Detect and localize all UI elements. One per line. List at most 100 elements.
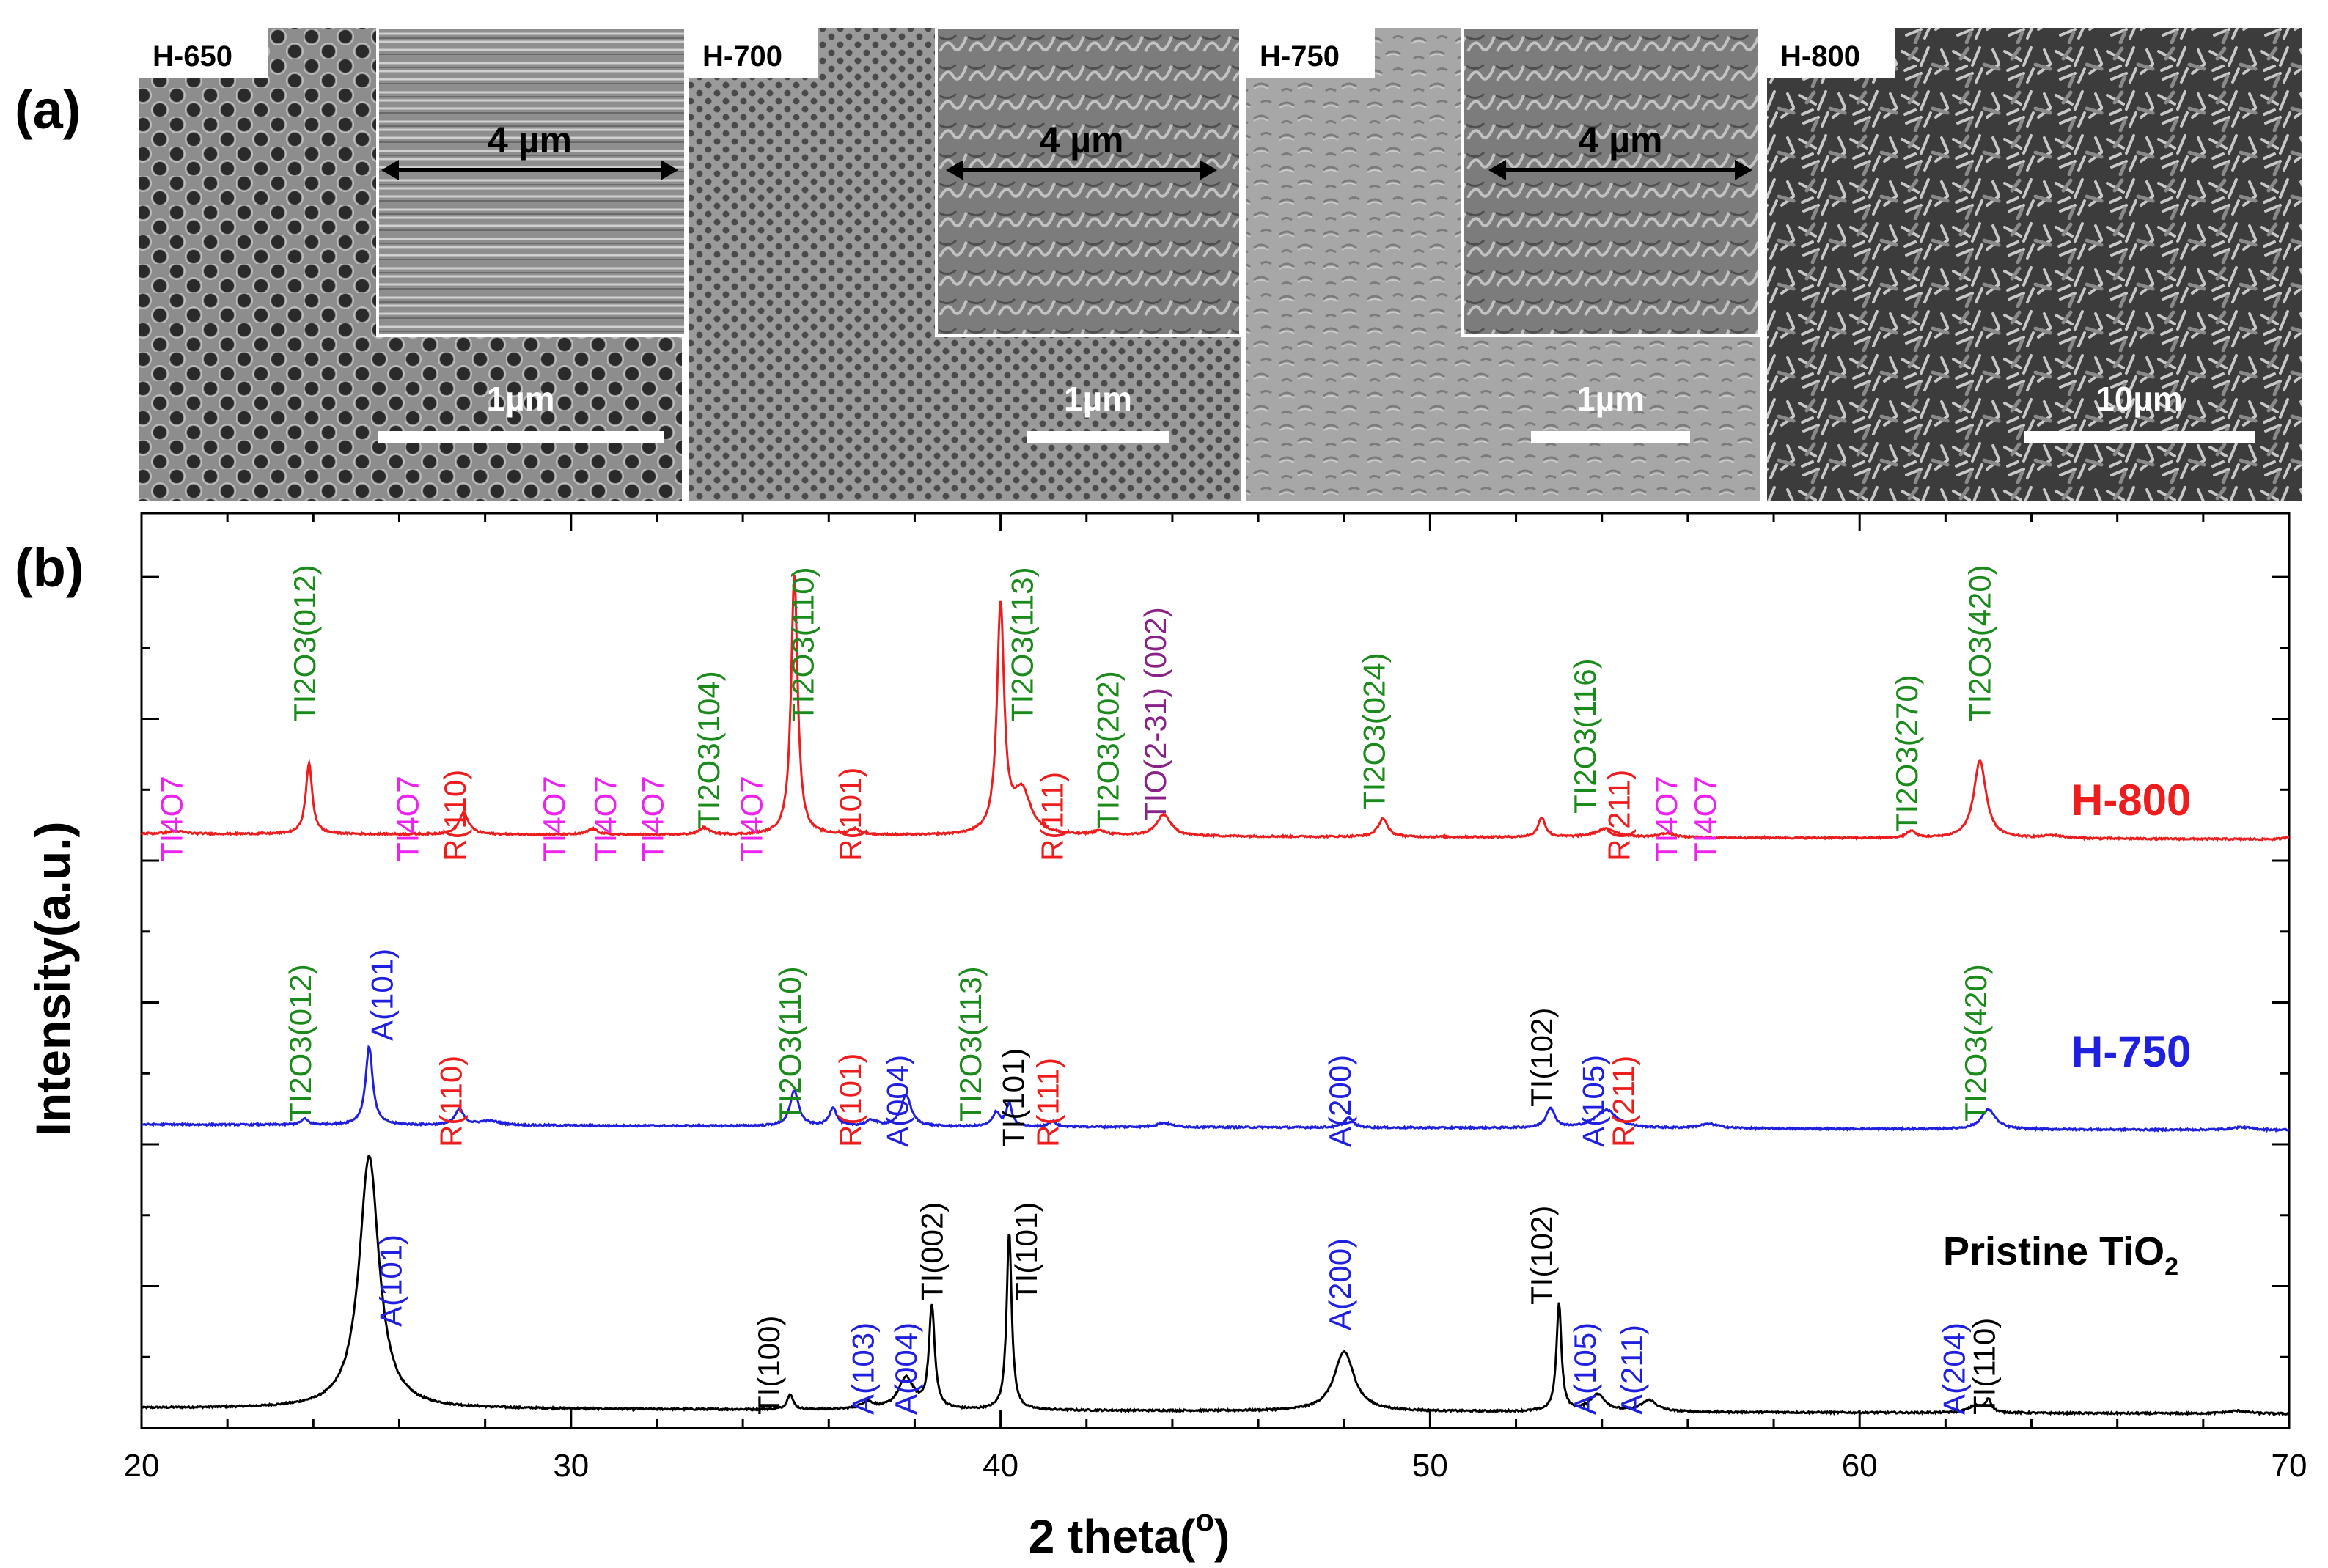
peak-label: TI(102)	[1524, 1206, 1559, 1305]
x-tick-label: 50	[1412, 1448, 1448, 1484]
arrow-head-right	[661, 160, 678, 180]
x-tick-label: 60	[1842, 1448, 1878, 1484]
peak-label: A(211)	[1615, 1325, 1649, 1415]
peak-label: TI(110)	[1967, 1318, 2002, 1415]
panel-b-label: (b)	[15, 537, 84, 598]
peak-label: R(211)	[1607, 1056, 1641, 1147]
series-name-h800: H-800	[2071, 776, 2191, 825]
scale-bar-label: 10µm	[2096, 380, 2183, 418]
peak-label: TI2O3(113)	[953, 966, 988, 1122]
peak-label: TI4O7	[391, 776, 425, 861]
peak-label: A(105)	[1568, 1322, 1602, 1415]
name-tag-bg	[1767, 28, 1895, 78]
peak-label: A(004)	[881, 1055, 915, 1147]
peak-label: TI2O3(104)	[691, 671, 726, 828]
scale-bar	[2024, 431, 2255, 443]
peak-label: R(211)	[1602, 770, 1637, 861]
peak-label: A(204)	[1937, 1322, 1972, 1415]
scale-bar	[1531, 431, 1690, 443]
peak-label: R(110)	[433, 1056, 468, 1147]
scale-bar	[378, 431, 664, 443]
peak-label: TI2O3(270)	[1890, 674, 1924, 832]
peak-label: A(101)	[373, 1234, 408, 1327]
sem-image-h-800: H-800 10µm	[1767, 28, 2302, 501]
x-tick-label: 30	[553, 1448, 589, 1484]
xrd-chart: (b) 20 30 40 50 60 70 2 theta(o) Intensity(a.u.)…	[15, 512, 2307, 1563]
thickness-label: 4 µm	[488, 119, 572, 161]
peak-label: TI2O3(116)	[1568, 658, 1602, 814]
peak-label: TI4O7	[155, 776, 189, 861]
arrow-head-left	[946, 160, 963, 180]
x-axis-label-degree: o	[1195, 1503, 1214, 1537]
peak-label: R(101)	[833, 1053, 867, 1147]
sem-image-h-750: 4 µm H-750 1µm	[1246, 26, 1761, 501]
peak-label: A(103)	[846, 1322, 881, 1415]
xrd-trace-line	[141, 1155, 2290, 1416]
arrow-head-left	[1488, 160, 1506, 180]
name-tag-bg	[1246, 28, 1375, 78]
x-tick-label: 20	[124, 1448, 160, 1484]
cross-section-inset	[376, 26, 687, 337]
peak-label: TI4O7	[1688, 776, 1722, 861]
peak-label: R(101)	[833, 768, 867, 861]
plot-frame	[140, 512, 2291, 1429]
sample-name: H-700	[702, 40, 782, 73]
scale-bar-label: 1µm	[1064, 380, 1132, 418]
peak-label: TI4O7	[636, 776, 670, 861]
name-tag-bg	[689, 28, 818, 78]
x-axis-label: 2 theta(o)	[1029, 1503, 1230, 1563]
peak-label: TI2O3(110)	[773, 966, 807, 1122]
peak-label: TI2O3(024)	[1357, 652, 1392, 810]
x-axis-label-main: 2 theta(	[1029, 1510, 1196, 1563]
sample-name: H-800	[1780, 40, 1860, 73]
peak-label: TI4O7	[1649, 776, 1683, 861]
peak-label: A(105)	[1576, 1055, 1611, 1147]
cross-section-inset	[935, 26, 1242, 337]
sem-image-h-700: 4 µm H-700 1µm	[689, 26, 1242, 501]
peak-label: A(200)	[1323, 1055, 1357, 1147]
peak-label: TI2O3(012)	[287, 564, 322, 722]
peak-label: TI4O7	[537, 776, 571, 861]
xrd-trace-line	[140, 575, 2289, 842]
scale-bar	[1027, 431, 1169, 443]
scale-bar-label: 1µm	[1576, 380, 1645, 418]
peak-label: TI2O3(420)	[1963, 564, 1997, 722]
peak-label: TI2O3(012)	[283, 964, 317, 1122]
sem-micrograph	[1767, 28, 2302, 501]
peak-label: TI4O7	[734, 776, 768, 861]
sem-image-h-650: 4 µm H-650 1µm	[139, 26, 687, 501]
peak-label: TIO(2-31) (002)	[1138, 607, 1172, 821]
arrow-head-left	[381, 160, 399, 180]
peak-label: TI(101)	[1009, 1202, 1043, 1301]
peak-label: TI2O3(202)	[1091, 671, 1126, 828]
peak-label: TI2O3(110)	[786, 567, 820, 722]
series-name-pristine: Pristine TiO2	[1943, 1229, 2178, 1281]
peak-label: R(110)	[438, 770, 472, 861]
peak-label: TI(100)	[752, 1316, 786, 1415]
x-tick-label: 70	[2272, 1448, 2307, 1484]
cross-section-inset	[1461, 26, 1761, 337]
x-tick-label: 40	[983, 1448, 1018, 1484]
arrow-head-right	[1735, 160, 1752, 180]
panel-a-label: (a)	[15, 79, 81, 140]
peak-label: A(101)	[365, 949, 400, 1041]
peak-label: R(111)	[1035, 772, 1069, 861]
series-name-main: Pristine TiO	[1943, 1229, 2164, 1273]
peak-label: R(111)	[1031, 1058, 1065, 1147]
series-0: A(101) TI(100) A(103) A(004) TI(002) TI(101) A…	[141, 1155, 2290, 1416]
peak-label: A(004)	[889, 1322, 923, 1415]
peak-label: TI2O3(113)	[1005, 567, 1039, 722]
peak-label: A(200)	[1323, 1238, 1357, 1330]
arrow-head-right	[1200, 160, 1217, 180]
name-tag-bg	[139, 28, 268, 78]
series-name-h750: H-750	[2071, 1027, 2191, 1076]
peak-label: TI(002)	[914, 1202, 949, 1301]
sem-panel: (a) 4 µm H-650 1µm 4 µm H-700 1µm 4 µm H-750 1µm H…	[15, 26, 2302, 501]
sample-name: H-750	[1260, 40, 1340, 73]
thickness-label: 4 µm	[1040, 119, 1124, 161]
y-axis-label: Intensity(a.u.)	[26, 821, 80, 1135]
peak-label: TI2O3(420)	[1958, 964, 1993, 1122]
